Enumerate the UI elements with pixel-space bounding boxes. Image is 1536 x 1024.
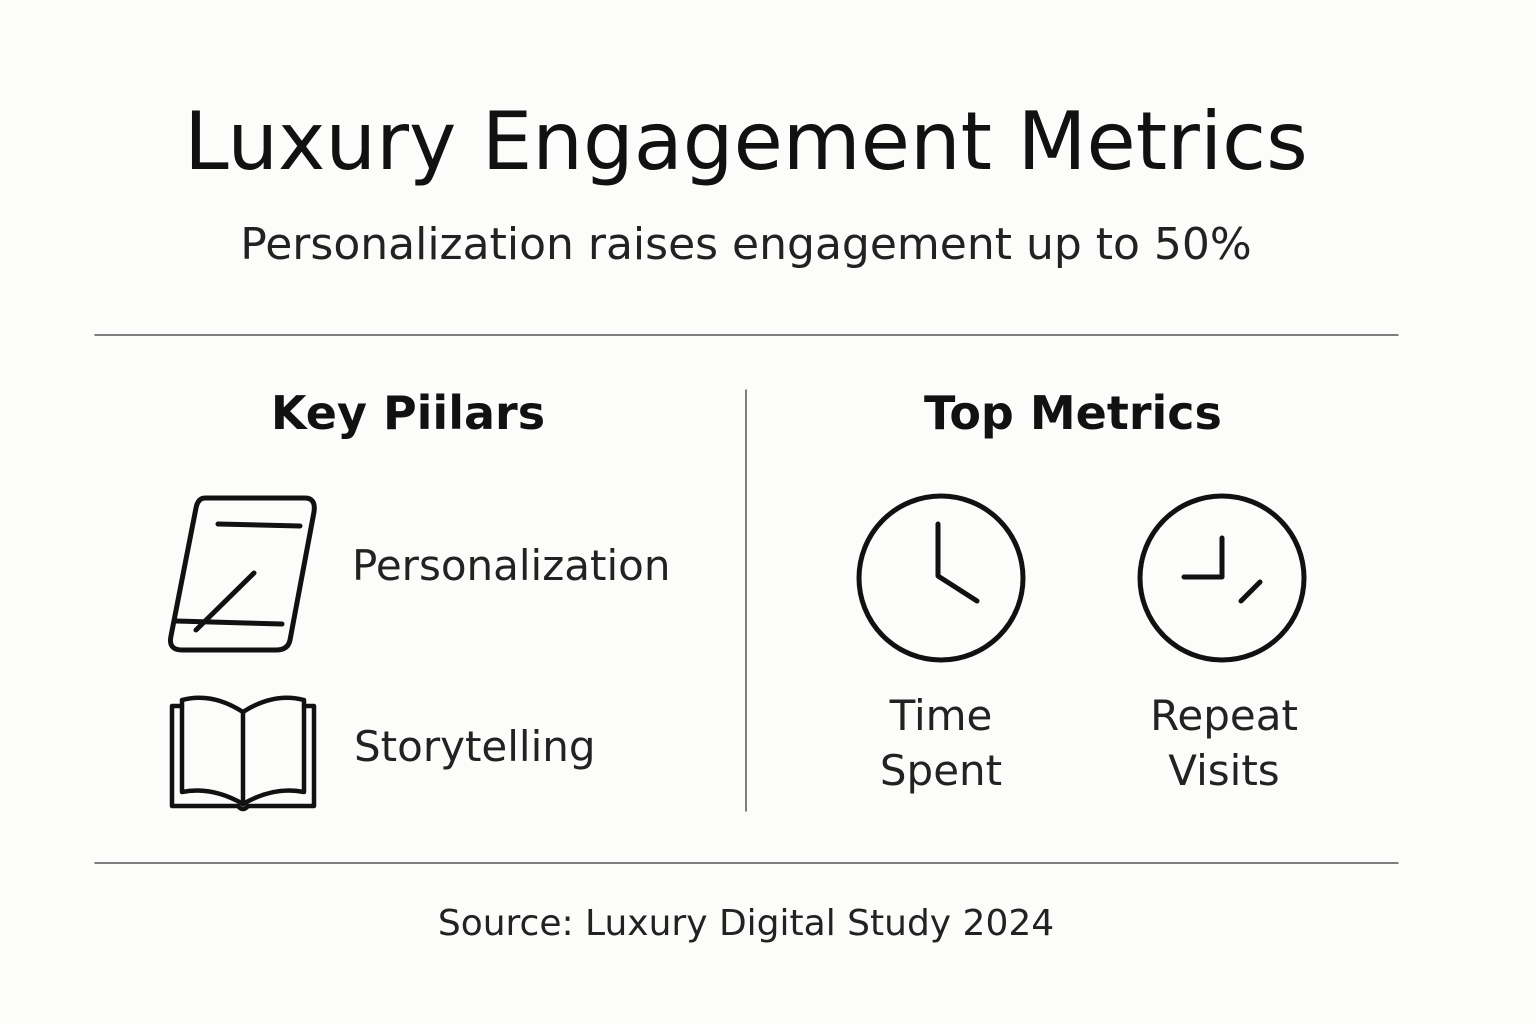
book-icon [169,695,317,812]
pillar-label: Personalization [352,541,671,590]
section-title: Key Piilars [270,386,546,440]
subtitle: Personalization raises engagement up to … [240,219,1252,270]
clock-icon [856,493,1026,663]
source: Source: Luxury Digital Study 2024 [437,903,1055,944]
section-title: Top Metrics [924,386,1222,440]
metric-label: Repeat Visits [1150,691,1298,795]
metric-label: Time Spent [879,691,1003,795]
tablet-icon [168,495,317,653]
pillar-label: Storytelling [354,722,596,771]
clock-icon [1137,493,1307,663]
title: Luxury Engagement Metrics [184,95,1308,188]
